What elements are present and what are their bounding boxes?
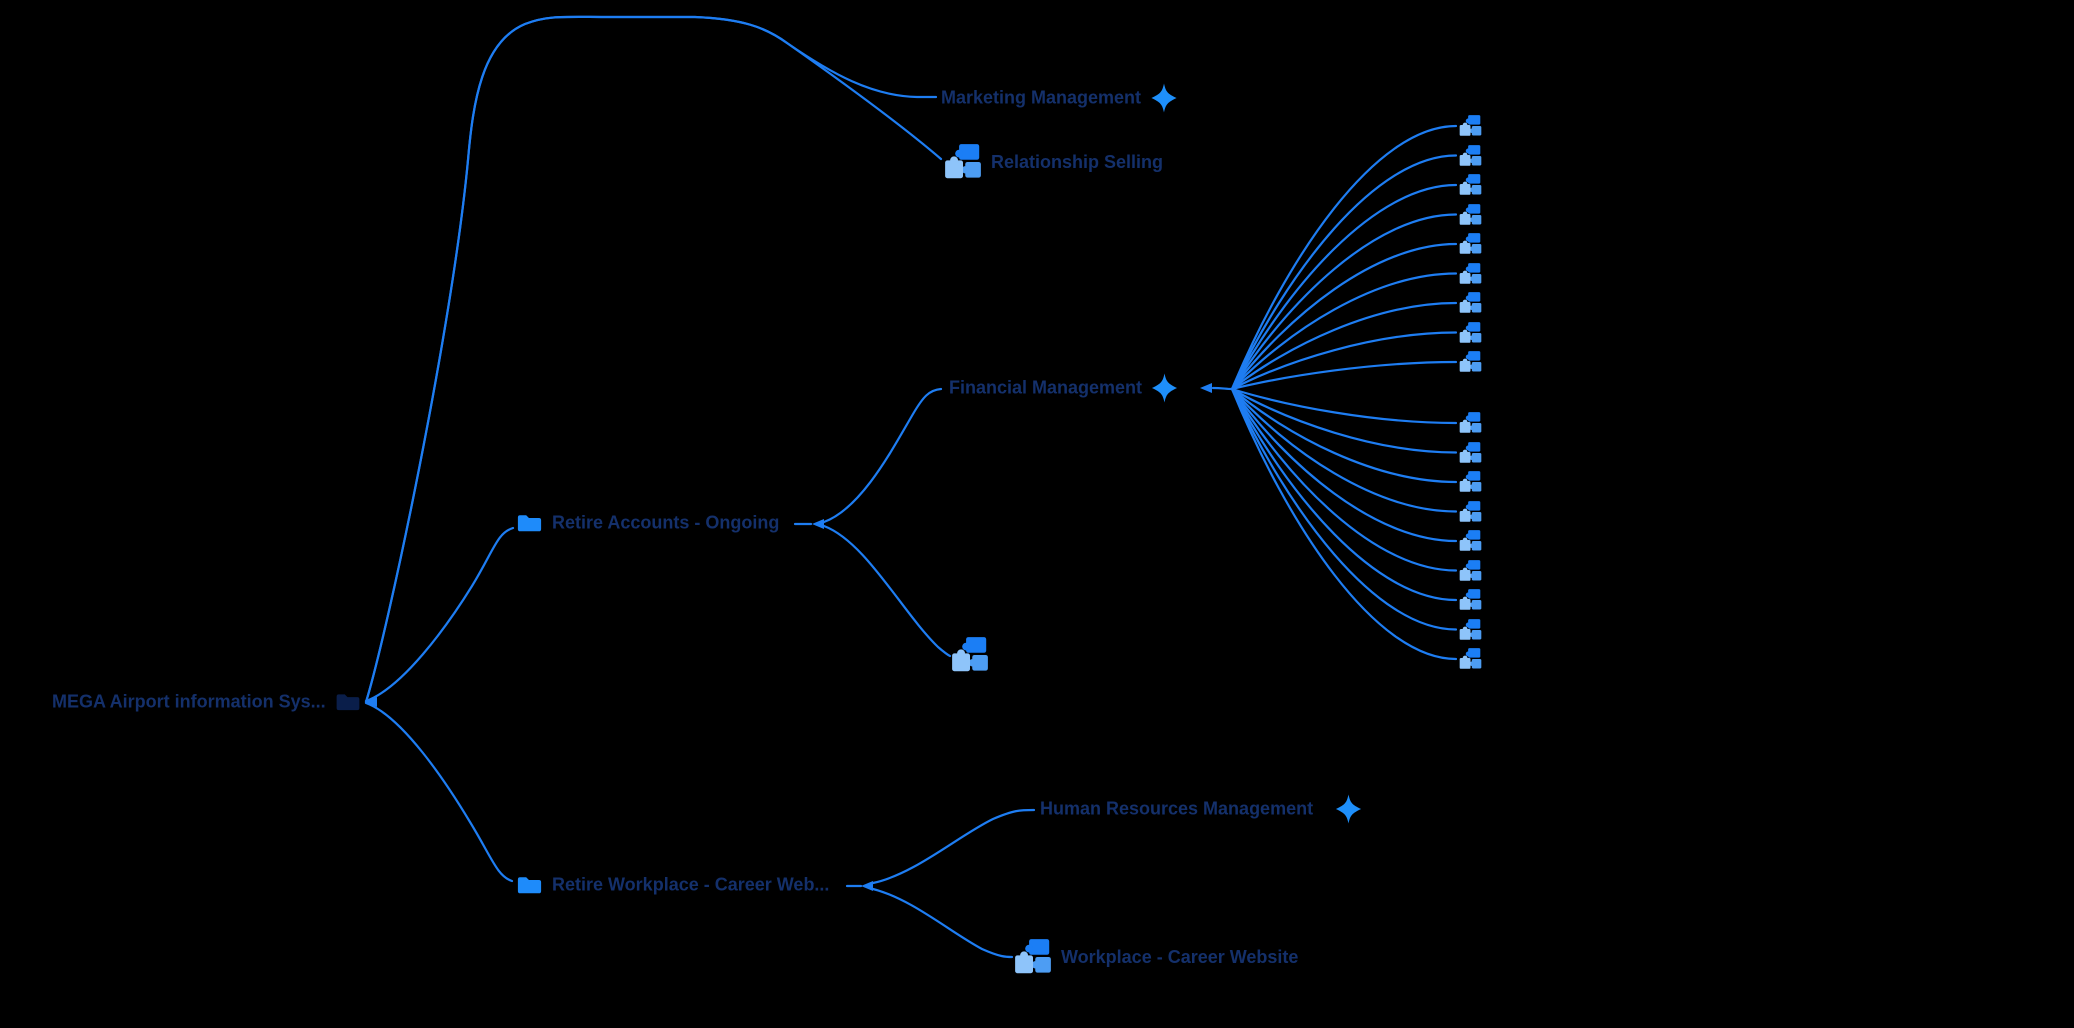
fan-edge — [1230, 272, 1458, 391]
node-workplace-career-website[interactable]: Workplace - Career Website — [1014, 938, 1298, 976]
edge-retire-workplace-workplace — [871, 887, 1014, 959]
node-retire-accounts-label: Retire Accounts - Ongoing — [552, 512, 780, 533]
edge-retire-workplace-hr — [871, 808, 1036, 885]
node-marketing-management[interactable]: Marketing Management — [941, 83, 1178, 114]
process-puzzle-icon[interactable] — [1459, 471, 1482, 494]
arrow-root — [365, 697, 377, 707]
node-hr-label: Human Resources Management — [1040, 798, 1314, 819]
fan-edge — [1230, 387, 1458, 631]
edge-root-retire-accounts — [364, 526, 515, 703]
process-puzzle-icon[interactable] — [1459, 559, 1482, 582]
node-relationship-selling-label: Relationship Selling — [991, 151, 1164, 172]
sparkle-icon — [1150, 83, 1178, 114]
node-financial-management[interactable]: Financial Management — [949, 373, 1178, 404]
folder-icon — [516, 875, 543, 896]
fan-edge — [1230, 387, 1458, 484]
process-puzzle-icon[interactable] — [1459, 351, 1482, 374]
edge-retire-accounts-process — [822, 524, 952, 658]
puzzle-icon — [951, 636, 989, 674]
node-root[interactable]: MEGA Airport information Sys... — [52, 692, 361, 713]
node-retire-workplace-label: Retire Workplace - Career Web... — [552, 874, 830, 895]
edge-retire-accounts-financial — [822, 387, 943, 524]
process-puzzle-icon[interactable] — [1459, 441, 1482, 464]
node-unlabeled-process[interactable] — [951, 636, 989, 674]
process-puzzle-icon[interactable] — [1459, 530, 1482, 553]
financial-fan-edges — [1230, 124, 1458, 661]
process-puzzle-icon[interactable] — [1459, 115, 1482, 138]
process-puzzle-icon[interactable] — [1459, 412, 1482, 435]
fan-edge — [1230, 387, 1458, 572]
node-workplace-label: Workplace - Career Website — [1061, 946, 1299, 967]
node-root-label: MEGA Airport information Sys... — [52, 691, 326, 712]
fan-edge — [1230, 387, 1458, 543]
fan-edge — [1230, 154, 1458, 391]
arrow-financial — [1200, 383, 1212, 393]
process-puzzle-icon[interactable] — [1459, 144, 1482, 167]
puzzle-icon — [1014, 938, 1052, 976]
fan-edge — [1230, 387, 1458, 602]
fan-edge — [1230, 183, 1458, 391]
fan-edge — [1230, 387, 1458, 513]
node-hr-management[interactable]: Human Resources Management — [1040, 794, 1363, 825]
sparkle-icon — [1151, 373, 1178, 404]
process-puzzle-icon[interactable] — [1459, 262, 1482, 285]
process-puzzle-icon[interactable] — [1459, 589, 1482, 612]
edge-root-marketing — [364, 15, 938, 704]
fan-edge — [1230, 387, 1458, 454]
fan-edge — [1230, 301, 1458, 391]
node-relationship-selling[interactable]: Relationship Selling — [944, 143, 1163, 181]
process-puzzle-icon[interactable] — [1459, 500, 1482, 523]
node-financial-label: Financial Management — [949, 377, 1143, 398]
fan-edge — [1230, 387, 1458, 425]
fan-edge — [1230, 360, 1458, 391]
fan-edge — [1230, 387, 1458, 661]
fan-edge — [1230, 213, 1458, 391]
arrow-retire-accounts — [812, 519, 824, 529]
folder-dark-icon — [335, 692, 361, 713]
node-retire-workplace[interactable]: Retire Workplace - Career Web... — [516, 875, 829, 896]
sparkle-icon — [1334, 794, 1363, 825]
edge-root-relationship-selling — [364, 15, 943, 704]
edge-root-retire-workplace — [364, 701, 514, 883]
process-puzzle-icon[interactable] — [1459, 618, 1482, 641]
process-puzzle-icon[interactable] — [1459, 292, 1482, 315]
process-puzzle-icon[interactable] — [1459, 321, 1482, 344]
puzzle-icon — [944, 143, 982, 181]
fan-edge — [1230, 124, 1458, 391]
fan-edge — [1230, 331, 1458, 391]
process-puzzle-icon[interactable] — [1459, 233, 1482, 256]
process-puzzle-icon[interactable] — [1459, 174, 1482, 197]
process-puzzle-icon[interactable] — [1459, 648, 1482, 671]
node-marketing-label: Marketing Management — [941, 87, 1142, 108]
fan-edge — [1230, 242, 1458, 391]
folder-icon — [516, 513, 543, 534]
edge-financial-stub — [1211, 386, 1234, 391]
process-puzzle-icon[interactable] — [1459, 203, 1482, 226]
arrow-retire-workplace — [861, 881, 873, 891]
node-retire-accounts[interactable]: Retire Accounts - Ongoing — [516, 513, 779, 534]
